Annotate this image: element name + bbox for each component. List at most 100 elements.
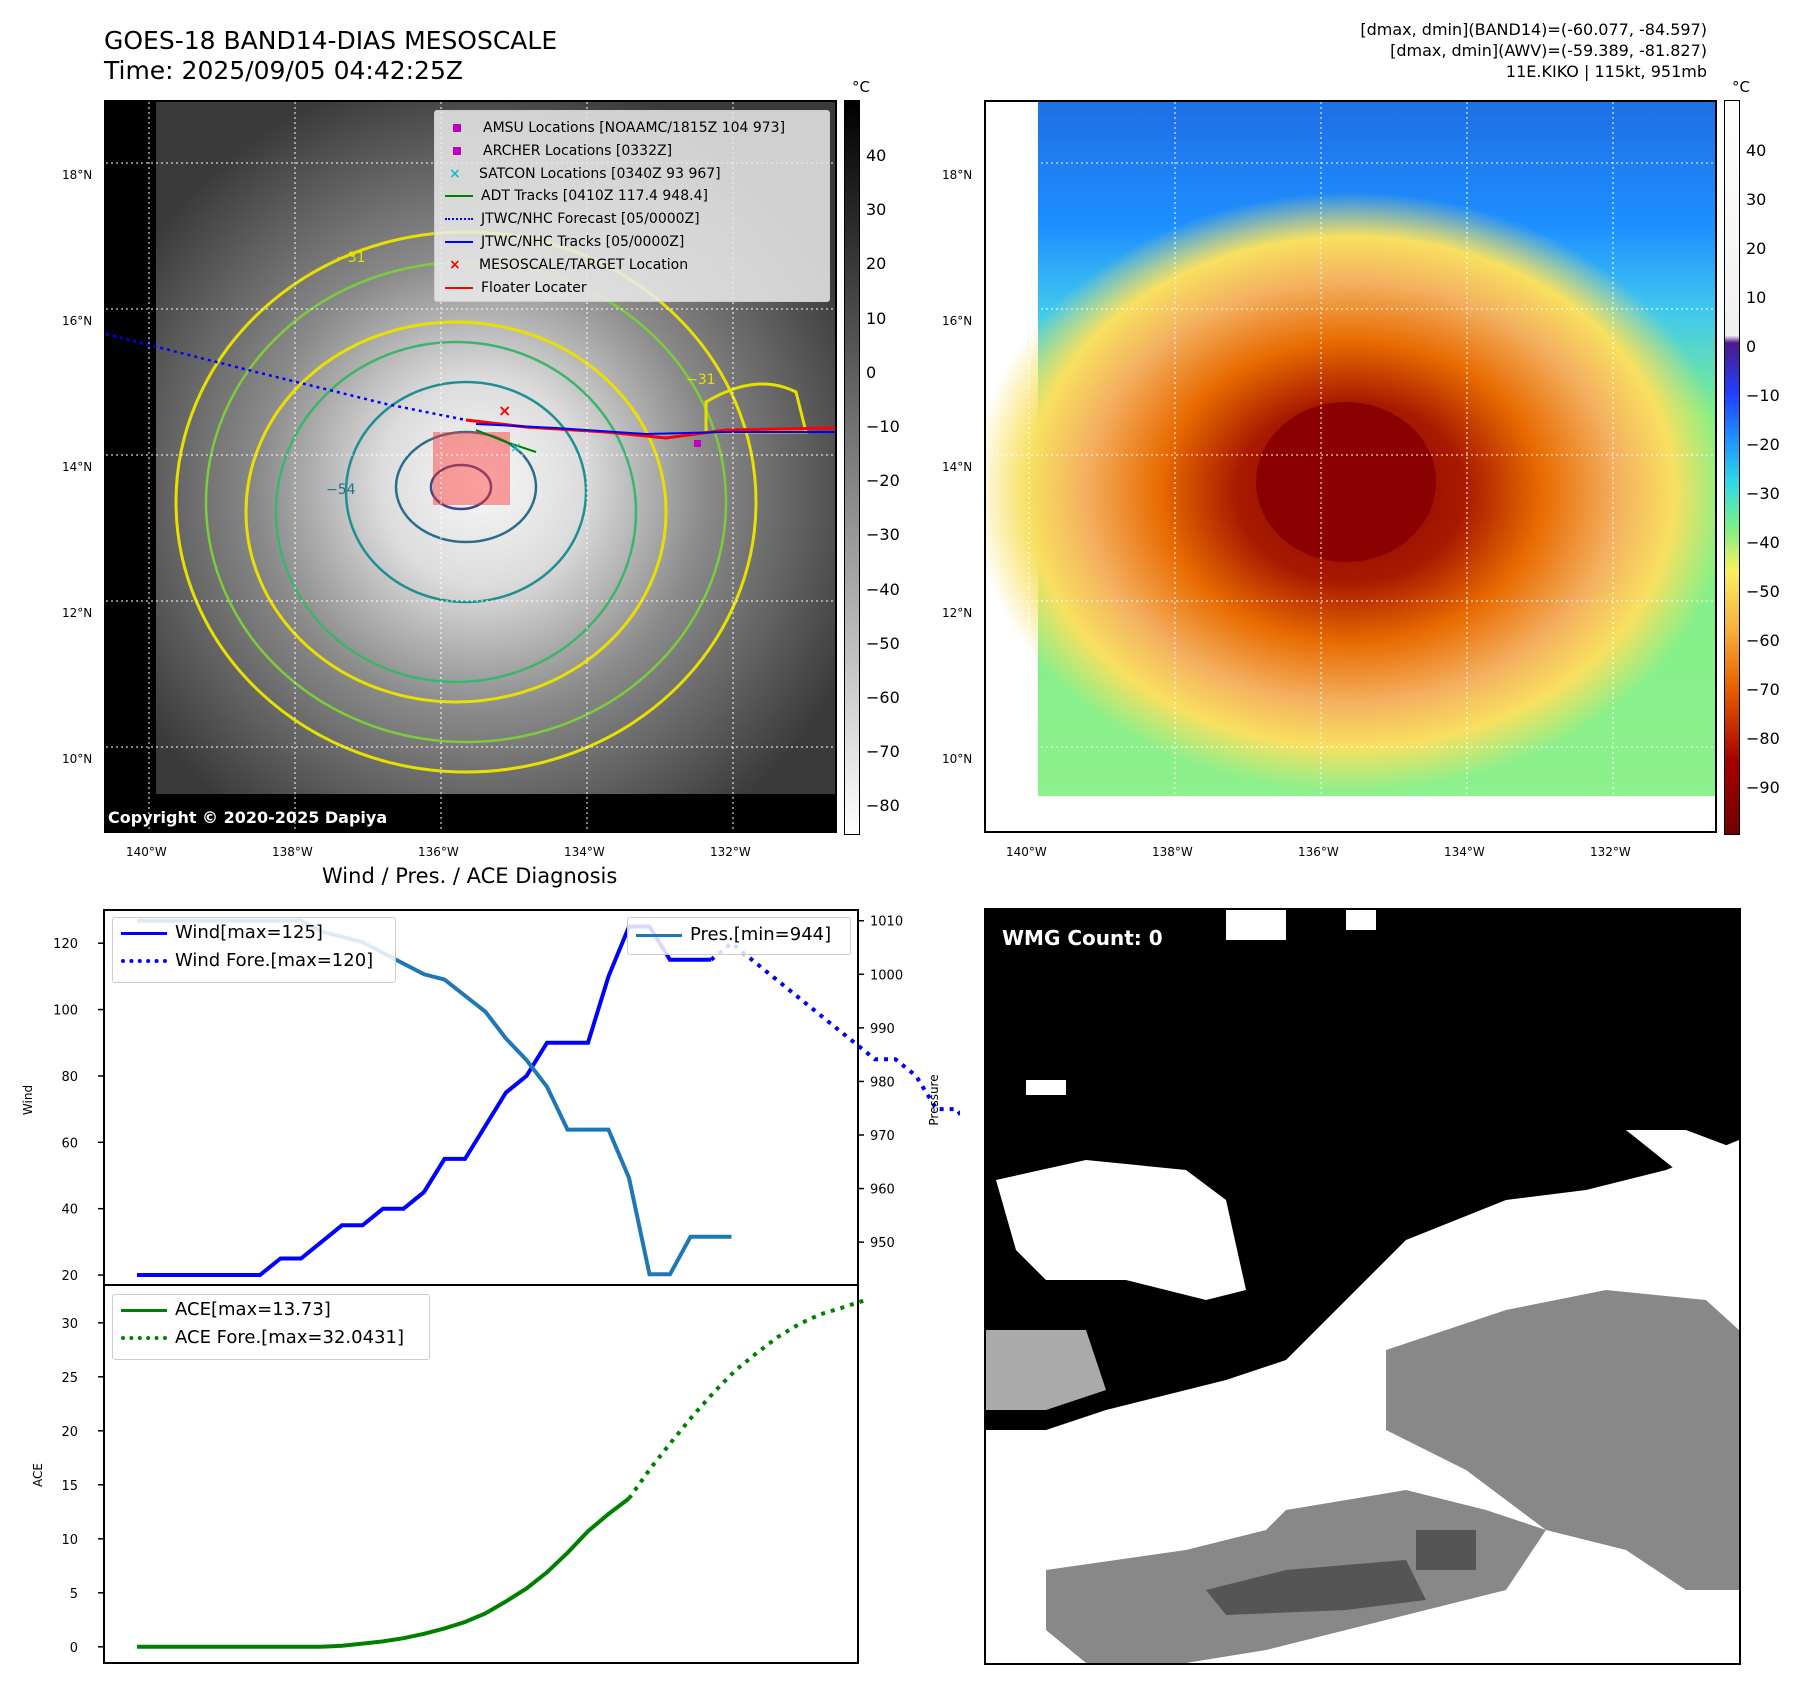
color-colorbar-tick: −40: [1746, 533, 1780, 552]
contour-label-1: −31: [686, 372, 716, 388]
ir-colorbar-tick: 20: [866, 254, 887, 274]
dotted-line-icon: [445, 218, 473, 221]
ace-ytick-label: 5: [70, 1587, 78, 1602]
color-colorbar-tick: −80: [1746, 729, 1780, 748]
adt-track: [475, 429, 537, 453]
mesoscale-target-box: [433, 432, 510, 505]
legend-item-archer: ARCHER Locations [0332Z]: [445, 140, 785, 163]
wmg-panel: WMG Count: 0: [984, 908, 1741, 1665]
ace-axis-label: ACE: [31, 1463, 45, 1487]
ace-legend: ACE[max=13.73] ACE Fore.[max=32.0431]: [112, 1294, 430, 1360]
dotted-line-icon: [121, 1336, 167, 1340]
lat-label: 10°N: [62, 752, 93, 766]
ir-colorbar-tick: −40: [866, 579, 900, 599]
lon-label: 138°W: [1152, 845, 1193, 859]
pressure-legend: Pres.[min=944]: [627, 917, 851, 955]
pressure-ytick-label: 950: [870, 1236, 895, 1251]
pressure-ytick-label: 990: [870, 1022, 895, 1037]
wind-legend: Wind[max=125] Wind Fore.[max=120]: [112, 917, 396, 983]
ace-axes-frame: [103, 1284, 859, 1664]
color-colorbar-tick: −50: [1746, 582, 1780, 601]
ir-colorbar-tick: −70: [866, 742, 900, 762]
color-colorbar-tick: 0: [1746, 337, 1757, 356]
square-marker-icon: [453, 146, 461, 155]
wind-ytick-label: 40: [61, 1203, 78, 1218]
color-colorbar-tick: 10: [1746, 288, 1767, 307]
ir-map-panel: −31 −54 −31 × × Copyright © 2020-2025 Da…: [104, 100, 837, 833]
pressure-ytick-label: 1010: [870, 915, 903, 930]
square-marker-icon: [453, 124, 461, 132]
color-gridlines: [986, 102, 1715, 831]
ace-series-0: [137, 1496, 631, 1649]
ir-colorbar-tick: −30: [866, 525, 900, 545]
lon-label: 136°W: [1298, 845, 1339, 859]
pressure-ytick-label: 970: [870, 1129, 895, 1144]
lon-label: 132°W: [1590, 845, 1631, 859]
line-icon: [445, 195, 473, 198]
ir-colorbar-tick: 0: [866, 362, 877, 382]
contour-label-2: −54: [326, 482, 356, 498]
pressure-ytick-label: 960: [870, 1183, 895, 1198]
storm-info: 11E.KIKO | 115kt, 951mb: [1505, 62, 1707, 81]
wmg-count-label: WMG Count: 0: [1002, 926, 1163, 950]
wind-ytick-label: 20: [61, 1269, 78, 1284]
stats-awv: [dmax, dmin](AWV)=(-59.389, -81.827): [1390, 41, 1707, 60]
color-colorbar-unit: °C: [1732, 78, 1750, 96]
mesoscale-marker: ×: [498, 401, 511, 420]
color-colorbar-tick: −20: [1746, 435, 1780, 454]
ir-colorbar-tick: −50: [866, 633, 900, 653]
color-map-panel: [984, 100, 1717, 833]
figure-time: Time: 2025/09/05 04:42:25Z: [104, 56, 463, 85]
nhc-track: [475, 423, 835, 436]
color-colorbar-tick: 20: [1746, 239, 1767, 258]
legend-item-adt: ADT Tracks [0410Z 117.4 948.4]: [445, 185, 785, 208]
amsu-marker: [694, 440, 701, 447]
color-colorbar-tick: −60: [1746, 631, 1780, 650]
lat-label: 12°N: [62, 606, 93, 620]
ir-colorbar-tick: −20: [866, 471, 900, 491]
ace-ytick-label: 15: [61, 1479, 78, 1494]
ir-colorbar-tick: 10: [866, 308, 887, 328]
wind-series-1: [709, 940, 960, 1118]
wind-ytick-label: 100: [53, 1004, 78, 1019]
color-colorbar-tick: 40: [1746, 141, 1767, 160]
satcon-marker: ×: [510, 440, 522, 456]
ace-ytick-label: 25: [61, 1371, 78, 1386]
ace-ytick-label: 30: [61, 1317, 78, 1332]
lat-label: 10°N: [942, 752, 973, 766]
stats-band14: [dmax, dmin](BAND14)=(-60.077, -84.597): [1360, 20, 1707, 39]
wind-axis-label: Wind: [21, 1085, 35, 1115]
lat-label: 18°N: [942, 168, 973, 182]
solid-line-icon: [121, 1308, 167, 1312]
lat-label: 16°N: [62, 314, 93, 328]
lon-label: 140°W: [126, 845, 167, 859]
lat-label: 12°N: [942, 606, 973, 620]
ace-ytick-label: 10: [61, 1533, 78, 1548]
lat-label: 14°N: [62, 460, 93, 474]
ir-colorbar: [844, 100, 860, 835]
lat-label: 14°N: [942, 460, 973, 474]
color-colorbar-tick: 30: [1746, 190, 1767, 209]
lon-label: 140°W: [1006, 845, 1047, 859]
legend-item-forecast: JTWC/NHC Forecast [05/0000Z]: [445, 208, 785, 231]
pressure-ytick-label: 1000: [870, 968, 903, 983]
dotted-line-icon: [121, 959, 167, 963]
ace-series-1: [627, 1298, 864, 1500]
wind-ytick-label: 80: [61, 1070, 78, 1085]
legend-wind: Wind[max=125]: [121, 919, 395, 947]
ir-colorbar-tick: −60: [866, 688, 900, 707]
legend-item-tracks: JTWC/NHC Tracks [05/0000Z]: [445, 231, 785, 254]
figure-title: GOES-18 BAND14-DIAS MESOSCALE: [104, 26, 558, 55]
pressure-ytick-label: 980: [870, 1075, 895, 1090]
legend-item-satcon: × SATCON Locations [0340Z 93 967]: [445, 163, 785, 186]
x-marker-icon: ×: [449, 165, 461, 182]
legend-pressure: Pres.[min=944]: [628, 918, 850, 952]
lon-label: 136°W: [418, 845, 459, 859]
legend-wind-forecast: Wind Fore.[max=120]: [121, 947, 395, 975]
ace-ytick-label: 20: [61, 1425, 78, 1440]
pressure-axis-label: Pressure: [927, 1074, 941, 1125]
lat-label: 18°N: [62, 168, 93, 182]
ir-colorbar-unit: °C: [852, 78, 870, 96]
wind-series-0: [137, 924, 711, 1277]
ir-colorbar-tick: −10: [866, 417, 900, 436]
